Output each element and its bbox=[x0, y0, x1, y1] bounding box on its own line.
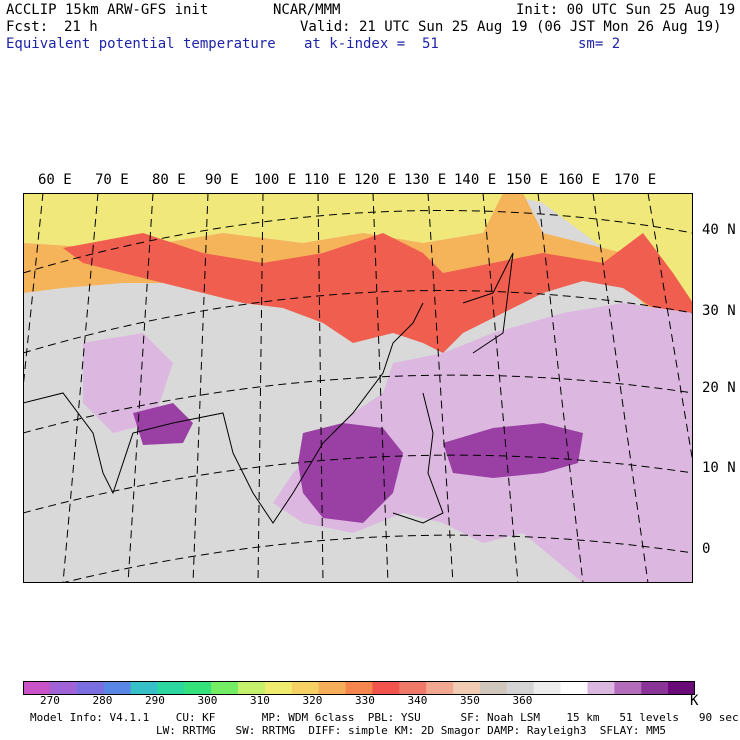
colorbar-tick-label: 360 bbox=[512, 694, 533, 707]
longitude-label: 140 E bbox=[454, 172, 497, 188]
colorbar-swatch bbox=[76, 681, 105, 695]
colorbar-swatch bbox=[49, 681, 78, 695]
colorbar-swatch bbox=[130, 681, 158, 695]
latitude-line bbox=[23, 290, 693, 354]
latitude-line bbox=[60, 534, 693, 583]
longitude-label: 80 E bbox=[152, 172, 186, 188]
north-band-yellow bbox=[23, 193, 693, 313]
longitude-label: 60 E bbox=[38, 172, 72, 188]
longitude-line bbox=[317, 193, 324, 583]
colorbar-swatch bbox=[453, 681, 481, 695]
colorbar-swatch bbox=[506, 681, 535, 695]
longitude-line bbox=[23, 193, 44, 393]
longitude-line bbox=[537, 193, 584, 583]
colorbar-swatch bbox=[614, 681, 642, 695]
colorbar-swatch bbox=[345, 681, 373, 695]
longitude-label: 120 E bbox=[354, 172, 397, 188]
colorbar-swatch bbox=[479, 681, 508, 695]
latitude-label: 10 N bbox=[702, 460, 736, 476]
colorbar-swatch bbox=[238, 681, 266, 695]
longitude-line bbox=[647, 193, 693, 467]
colorbar-swatch bbox=[291, 681, 320, 695]
latitude-label: 30 N bbox=[702, 303, 736, 319]
core-purple-bay-of-bengal bbox=[133, 403, 193, 445]
latitude-label: 20 N bbox=[702, 380, 736, 396]
longitude-label: 90 E bbox=[205, 172, 239, 188]
colorbar-tick-label: 270 bbox=[40, 694, 60, 707]
latitude-line bbox=[23, 454, 693, 514]
longitude-label: 150 E bbox=[506, 172, 549, 188]
colorbar-tick-label: 280 bbox=[92, 694, 113, 707]
colorbar-tick-label: 330 bbox=[355, 694, 375, 707]
colorbar-unit: K bbox=[690, 693, 699, 709]
longitude-label: 110 E bbox=[304, 172, 347, 188]
colorbar-frame bbox=[23, 681, 695, 695]
map-frame bbox=[23, 193, 693, 583]
longitude-line bbox=[482, 193, 519, 583]
level-index: at k-index = 51 bbox=[304, 36, 439, 52]
forecast-hours: 21 h bbox=[64, 19, 98, 35]
longitude-label: 100 E bbox=[254, 172, 297, 188]
longitude-line bbox=[257, 193, 264, 583]
colorbar-tick-label: 300 bbox=[197, 694, 218, 707]
colorbar-swatch bbox=[372, 681, 400, 695]
graticule bbox=[23, 193, 693, 583]
colorbar-tick-label: 350 bbox=[460, 694, 480, 707]
colorbar bbox=[23, 681, 695, 695]
model-info-line2: LW: RRTMG SW: RRTMG DIFF: simple KM: 2D … bbox=[156, 724, 666, 737]
colorbar-tick-label: 310 bbox=[250, 694, 270, 707]
org-label: NCAR/MMM bbox=[273, 2, 341, 18]
field-name: Equivalent potential temperature bbox=[6, 36, 276, 52]
model-title: ACCLIP 15km ARW-GFS init bbox=[6, 2, 209, 18]
colorbar-swatch bbox=[560, 681, 588, 695]
colorbar-swatch bbox=[157, 681, 185, 695]
latitude-line bbox=[23, 210, 693, 274]
model-info-line1: Model Info: V4.1.1 CU: KF MP: WDM 6class… bbox=[30, 711, 739, 724]
longitude-line bbox=[127, 193, 154, 583]
colorbar-tick-label: 290 bbox=[145, 694, 165, 707]
core-purple-west-pacific bbox=[443, 423, 583, 478]
longitude-line bbox=[372, 193, 389, 583]
map-panel bbox=[23, 193, 693, 583]
core-purple-south-china-sea bbox=[298, 423, 403, 523]
coastline bbox=[23, 252, 514, 524]
colorbar-swatch bbox=[399, 681, 427, 695]
smoothing-value: sm= 2 bbox=[578, 36, 621, 52]
latitude-line bbox=[23, 374, 693, 434]
colorbar-swatch bbox=[668, 681, 695, 695]
longitude-label: 70 E bbox=[95, 172, 129, 188]
colorbar-swatch bbox=[264, 681, 293, 695]
longitude-line bbox=[192, 193, 209, 583]
latitude-label: 0 bbox=[702, 541, 711, 557]
valid-time: Valid: 21 UTC Sun 25 Aug 19 (06 JST Mon … bbox=[300, 19, 722, 35]
colorbar-tick-label: 320 bbox=[302, 694, 323, 707]
colorbar-swatch bbox=[211, 681, 239, 695]
longitude-label: 170 E bbox=[614, 172, 657, 188]
longitude-label: 130 E bbox=[404, 172, 447, 188]
north-band-red bbox=[63, 233, 693, 353]
colorbar-tick-label: 340 bbox=[407, 694, 428, 707]
colorbar-swatch bbox=[318, 681, 347, 695]
longitude-line bbox=[62, 193, 99, 583]
colorbar-swatch bbox=[533, 681, 562, 695]
longitude-line bbox=[427, 193, 454, 583]
colorbar-swatch bbox=[641, 681, 669, 695]
longitude-line bbox=[592, 193, 649, 583]
forecast-label: Fcst: bbox=[6, 19, 49, 35]
longitude-label: 160 E bbox=[558, 172, 601, 188]
colorbar-swatch bbox=[23, 681, 51, 695]
colorbar-swatch bbox=[426, 681, 454, 695]
init-time: Init: 00 UTC Sun 25 Aug 19 bbox=[516, 2, 736, 18]
colorbar-swatch bbox=[103, 681, 132, 695]
colorbar-swatch bbox=[184, 681, 212, 695]
colorbar-swatch bbox=[587, 681, 615, 695]
latitude-label: 40 N bbox=[702, 222, 736, 238]
